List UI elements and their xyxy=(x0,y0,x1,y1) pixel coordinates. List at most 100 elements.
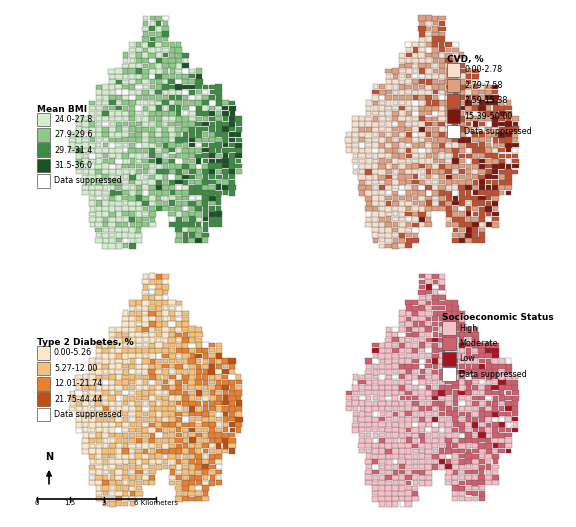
Bar xyxy=(412,470,419,474)
Bar xyxy=(418,121,426,126)
Bar xyxy=(222,111,229,116)
Bar xyxy=(83,179,89,185)
Bar xyxy=(499,358,505,364)
Bar xyxy=(505,375,512,379)
Bar xyxy=(183,138,188,142)
Bar xyxy=(236,148,242,153)
Bar xyxy=(103,417,108,422)
Bar xyxy=(149,348,156,353)
Bar xyxy=(412,427,419,433)
Bar xyxy=(378,101,385,105)
Bar xyxy=(182,196,189,200)
Bar xyxy=(156,285,161,289)
Text: 2.79-7.58: 2.79-7.58 xyxy=(464,81,503,90)
Bar xyxy=(196,73,202,79)
Bar xyxy=(109,475,115,480)
Bar xyxy=(176,422,182,427)
Bar xyxy=(202,470,209,475)
Bar xyxy=(143,207,148,211)
Bar xyxy=(465,132,472,137)
Bar xyxy=(385,190,392,196)
Bar xyxy=(379,195,385,201)
Bar xyxy=(379,417,385,421)
Bar xyxy=(168,174,176,180)
Bar xyxy=(393,195,398,201)
Bar xyxy=(150,217,155,222)
Bar xyxy=(222,449,229,453)
Bar xyxy=(492,354,499,358)
Bar xyxy=(215,369,222,374)
Bar xyxy=(426,317,431,321)
Bar xyxy=(419,180,425,184)
Bar xyxy=(122,379,129,385)
Bar xyxy=(115,116,123,121)
Bar xyxy=(392,427,399,432)
Bar xyxy=(176,153,181,158)
Bar xyxy=(162,132,169,136)
Bar xyxy=(203,85,208,89)
Bar xyxy=(136,122,142,126)
Bar xyxy=(216,448,222,454)
Bar xyxy=(399,148,406,153)
Bar xyxy=(37,392,50,406)
Bar xyxy=(142,217,149,221)
Bar xyxy=(465,374,472,379)
Bar xyxy=(136,481,142,485)
Bar xyxy=(431,26,439,32)
Bar xyxy=(439,369,445,374)
Bar xyxy=(123,327,128,332)
Bar xyxy=(379,105,385,111)
Bar xyxy=(149,179,156,185)
Bar xyxy=(445,385,452,391)
Bar xyxy=(466,80,471,84)
Bar xyxy=(465,406,472,411)
Bar xyxy=(149,132,155,138)
Bar xyxy=(426,369,432,374)
Bar xyxy=(392,422,399,427)
Bar xyxy=(116,222,122,227)
Bar xyxy=(419,79,425,84)
Bar xyxy=(433,159,438,163)
Bar xyxy=(392,359,399,363)
Bar xyxy=(453,68,458,74)
Bar xyxy=(210,126,215,132)
Bar xyxy=(183,412,188,416)
Bar xyxy=(216,174,222,179)
Bar xyxy=(149,379,155,385)
Bar xyxy=(210,475,215,480)
Bar xyxy=(76,164,82,169)
Bar xyxy=(109,369,115,375)
Bar xyxy=(392,153,399,159)
Bar xyxy=(83,391,88,395)
Bar xyxy=(75,406,82,412)
Bar xyxy=(426,148,431,153)
Bar xyxy=(459,201,465,206)
Bar xyxy=(190,406,195,412)
Bar xyxy=(385,95,392,100)
Bar xyxy=(478,369,486,375)
Bar xyxy=(129,337,135,343)
Bar xyxy=(486,196,491,200)
Bar xyxy=(419,401,425,406)
Bar xyxy=(95,406,103,411)
Bar xyxy=(399,464,405,470)
Bar xyxy=(419,348,425,353)
Bar xyxy=(155,406,162,411)
Bar xyxy=(392,206,399,211)
Bar xyxy=(445,343,452,347)
Bar xyxy=(453,206,458,211)
Bar xyxy=(419,222,425,227)
Bar xyxy=(479,496,484,501)
Bar xyxy=(472,111,479,116)
Bar xyxy=(359,180,365,185)
Bar xyxy=(511,391,519,395)
Bar xyxy=(445,201,452,206)
Bar xyxy=(426,158,431,164)
Bar xyxy=(123,174,128,179)
Bar xyxy=(123,69,128,74)
Bar xyxy=(485,385,492,390)
Bar xyxy=(472,385,478,389)
Bar xyxy=(163,337,168,343)
Bar xyxy=(189,364,195,369)
Bar xyxy=(142,79,149,84)
